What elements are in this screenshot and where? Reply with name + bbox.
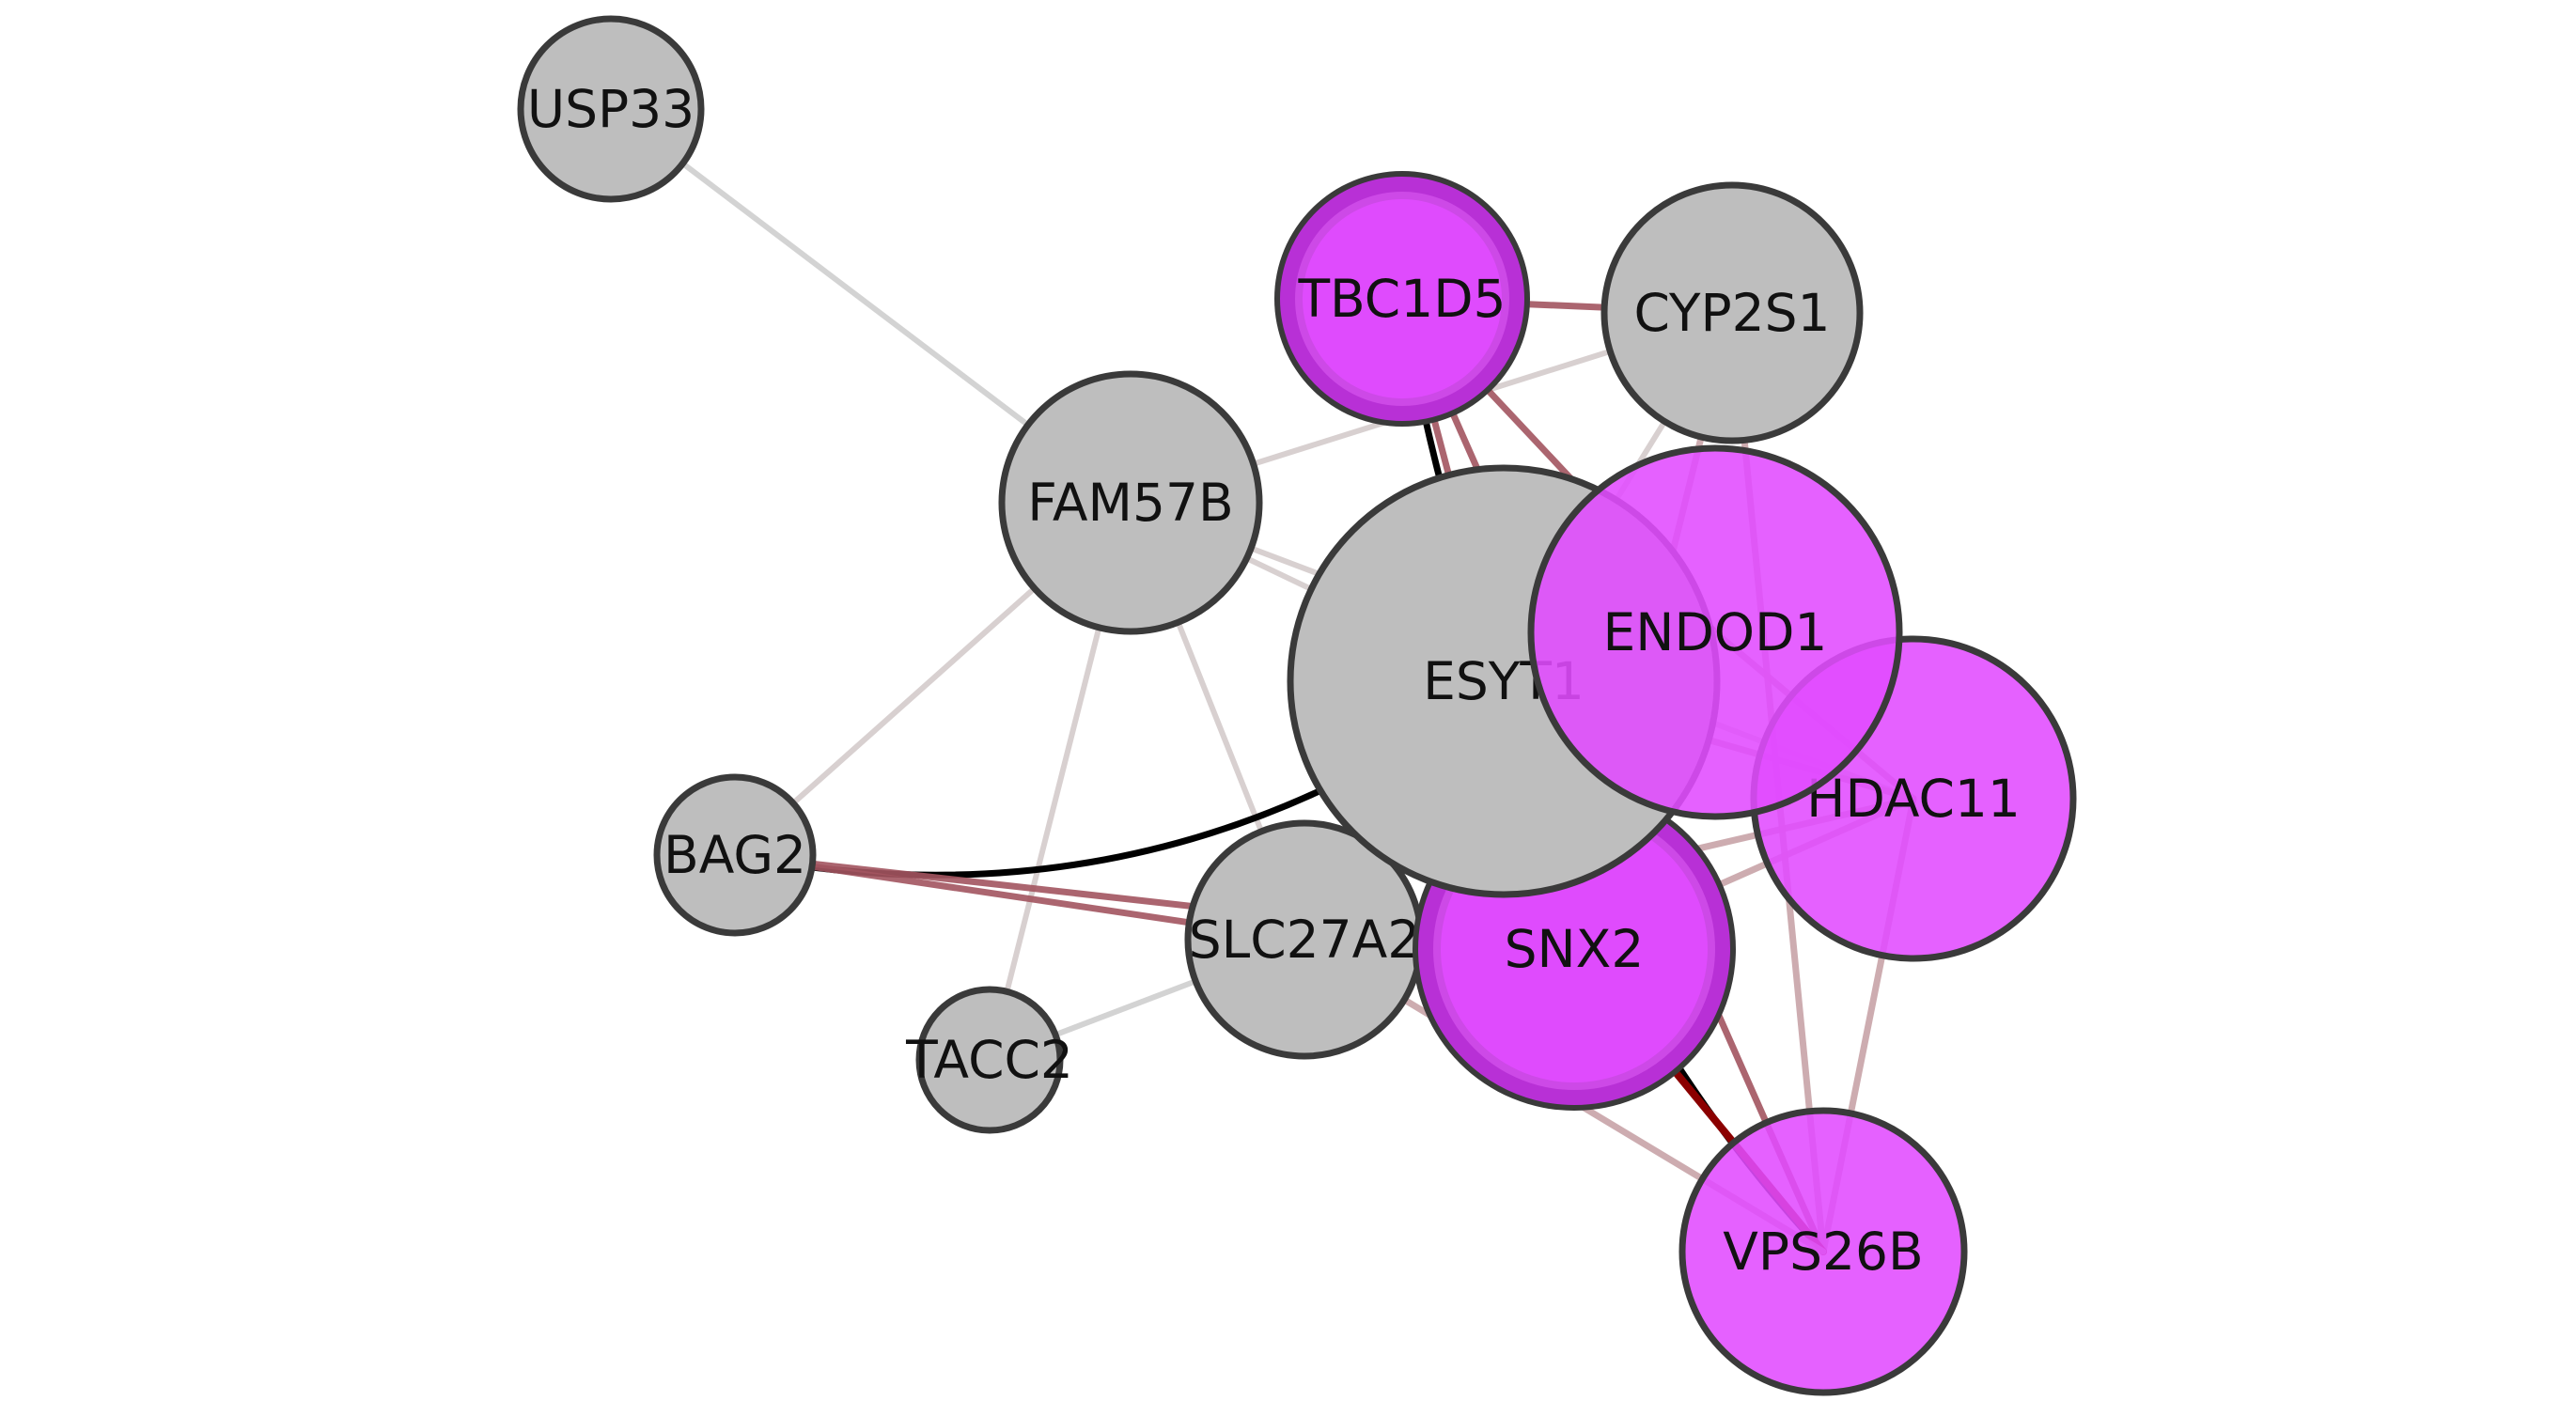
node-circle <box>653 773 817 937</box>
node-vps26b[interactable]: VPS26B <box>1678 1107 1968 1396</box>
node-circle <box>517 15 705 203</box>
nodes-layer: USP33 FAM57B BAG2 TACC2 CYP2S1 TBC1D5 SLC27A2 S… <box>517 15 2077 1396</box>
node-label: ENDOD1 <box>1603 602 1828 662</box>
node-fam57b[interactable]: FAM57B <box>998 370 1263 635</box>
node-circle <box>1527 444 1903 820</box>
node-label: VPS26B <box>1723 1222 1923 1282</box>
node-label: SLC27A2 <box>1189 910 1421 970</box>
node-circle <box>1600 181 1864 444</box>
node-label: TBC1D5 <box>1297 269 1506 329</box>
node-tbc1d5[interactable]: TBC1D5 <box>1274 171 1530 427</box>
node-inner-fill <box>1303 199 1502 398</box>
node-label: FAM57B <box>1027 473 1233 533</box>
node-slc27a2[interactable]: SLC27A2 <box>1184 819 1425 1060</box>
node-bag2[interactable]: BAG2 <box>653 773 817 937</box>
node-cyp2s1[interactable]: CYP2S1 <box>1600 181 1864 444</box>
node-label: CYP2S1 <box>1633 283 1830 343</box>
node-tacc2[interactable]: TACC2 <box>905 986 1073 1134</box>
node-endod1[interactable]: ENDOD1 <box>1527 444 1903 820</box>
node-label: SNX2 <box>1505 919 1645 979</box>
node-label: TACC2 <box>905 1030 1073 1090</box>
node-label: HDAC11 <box>1806 769 2021 829</box>
node-circle <box>998 370 1263 635</box>
node-label: BAG2 <box>664 825 806 885</box>
node-circle <box>915 986 1064 1134</box>
node-circle <box>1678 1107 1968 1396</box>
node-label: USP33 <box>527 79 695 139</box>
node-usp33[interactable]: USP33 <box>517 15 705 203</box>
